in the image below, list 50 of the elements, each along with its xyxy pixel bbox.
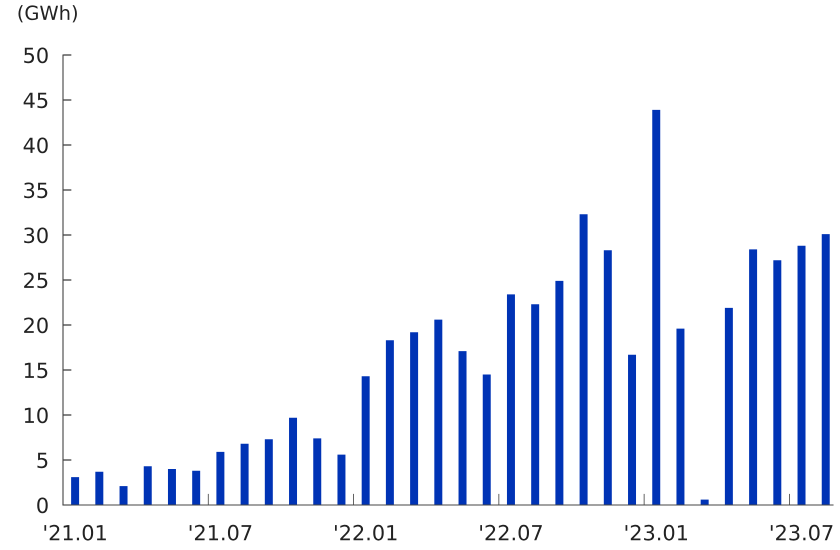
bar [676,328,684,505]
bar [506,294,515,505]
x-tick-label: '21.01 [44,524,106,541]
x-tick-label: '22.07 [480,524,542,541]
bar [192,470,200,505]
y-tick-label: 45 [24,92,48,108]
bar [580,214,588,505]
bar [337,454,346,505]
bar [264,439,273,505]
bar [482,374,491,505]
y-tick-label: 30 [24,227,48,244]
bar [168,469,176,505]
y-tick-label: 10 [24,407,48,424]
bar [749,249,758,505]
bar [313,438,322,505]
x-tick-label: '21.07 [190,524,252,541]
bar [604,250,612,505]
bar [531,304,540,505]
x-tick-label: '23.01 [626,524,687,541]
y-axis-title: (GWh) [18,5,77,22]
bar [773,260,782,505]
y-tick-label: 25 [24,272,48,288]
bar [144,466,152,505]
bar [822,234,830,505]
y-tick-label: 50 [24,47,48,64]
bar [434,320,442,505]
x-tick-label: '22.01 [334,524,396,541]
y-tick-label: 35 [24,182,48,198]
bar [700,500,709,505]
bar [240,444,249,505]
y-tick-label: 20 [24,317,48,334]
bar [652,110,660,505]
bar [386,340,394,505]
bar [362,376,370,505]
y-tick-label: 0 [37,497,48,514]
x-tick-label: '23.07 [770,524,832,541]
bar [798,246,806,505]
y-tick-label: 15 [24,362,48,378]
bar [216,452,224,505]
bar [724,308,733,505]
bar [628,354,636,505]
y-tick-label: 40 [24,137,48,154]
bar [289,418,298,505]
bar [95,472,104,505]
bar [458,351,467,505]
bar [410,332,418,505]
bar [555,280,564,505]
bar [120,486,128,505]
bar [71,477,80,505]
y-tick-label: 5 [37,452,48,468]
